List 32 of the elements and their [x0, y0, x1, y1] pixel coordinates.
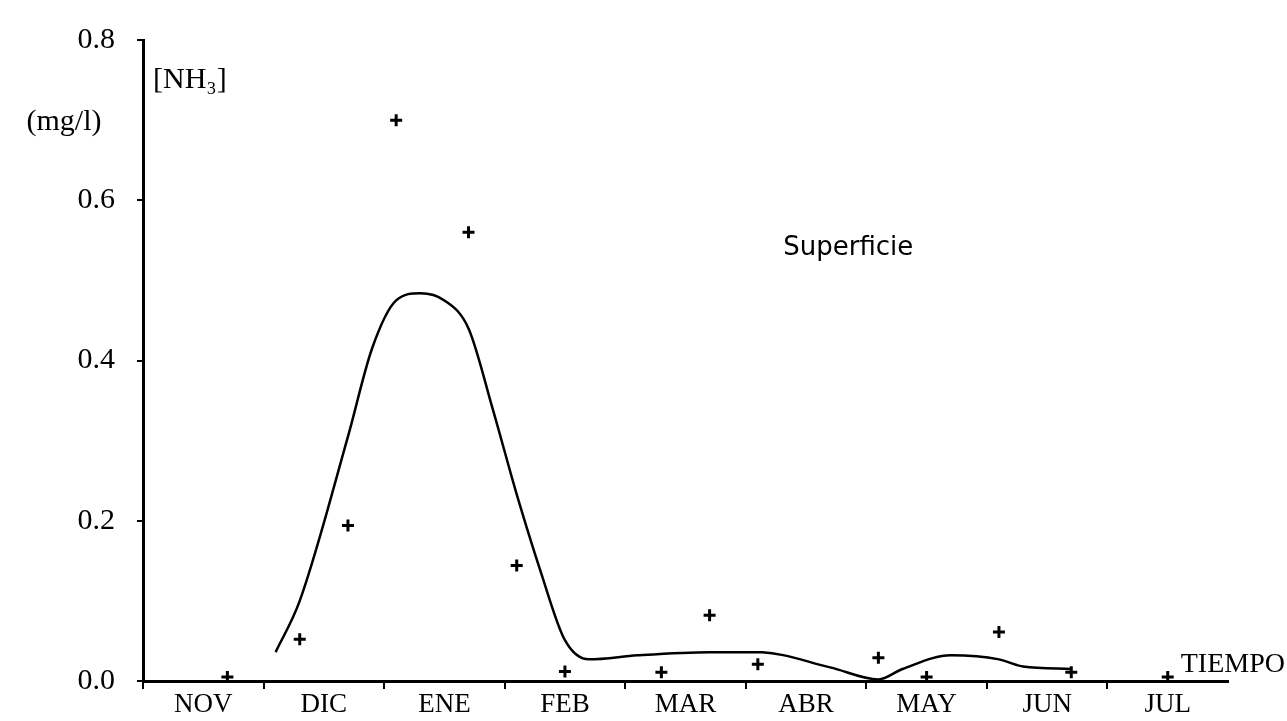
y-tick-label: 0.6: [77, 181, 115, 215]
point: [388, 112, 404, 128]
point: [991, 624, 1007, 640]
point: [870, 650, 886, 666]
x-axis-title: TIEMPO: [1180, 647, 1285, 679]
x-tick-label: ENE: [418, 688, 471, 719]
point: [1063, 664, 1079, 680]
y-tick-label: 0.8: [77, 20, 115, 54]
x-tick-label: DIC: [300, 688, 348, 719]
y-tick-label: 0.4: [77, 341, 115, 375]
point: [340, 518, 356, 534]
point: [1160, 669, 1176, 681]
x-tick-label: NOV: [174, 688, 234, 719]
point: [702, 607, 718, 623]
x-tick-label: MAR: [654, 688, 717, 719]
x-tick-label: JUL: [1144, 688, 1191, 719]
annotation: Superficie: [783, 230, 914, 261]
point: [653, 664, 669, 680]
point: [461, 224, 476, 240]
point: [919, 669, 935, 681]
point: [219, 669, 235, 681]
point: [557, 663, 573, 679]
x-tick-label: ABR: [778, 688, 834, 719]
point: [750, 656, 766, 672]
x-tick-label: MAY: [896, 688, 957, 719]
point: [292, 631, 308, 647]
y-tick-label: 0.2: [77, 501, 115, 535]
x-tick-label: FEB: [540, 688, 590, 719]
text: [NH₃] (mg/l): [26, 60, 227, 136]
point: [509, 558, 525, 574]
x-tick-label: JUN: [1022, 688, 1072, 719]
y-tick-label: 0.0: [77, 661, 115, 695]
